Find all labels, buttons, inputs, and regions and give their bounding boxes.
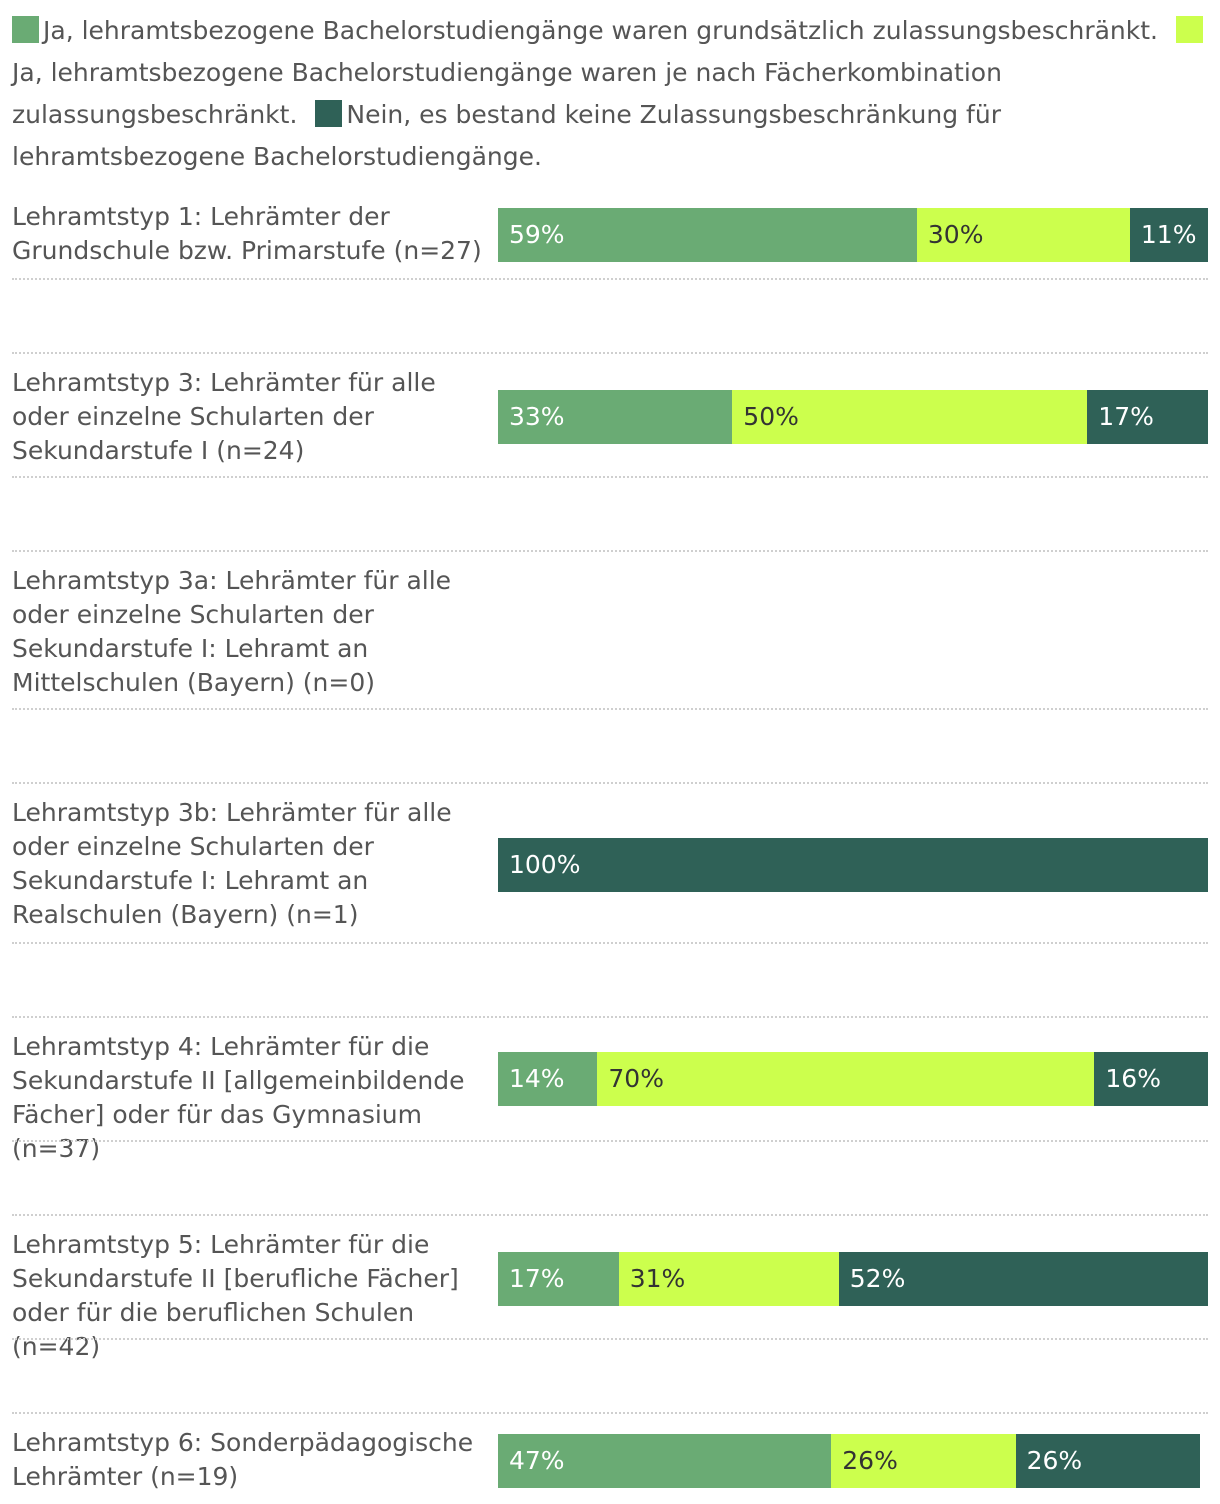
bar-lehramtstyp-3: 33% 50% 17% [498,390,1208,444]
legend-label-grundsaetzlich: Ja, lehramtsbezogene Bachelorstudiengäng… [43,16,1159,45]
legend-swatch-faecherkombination [1176,16,1204,43]
row-divider [12,1214,1208,1216]
bar-segment-faecherkombination[interactable]: 30% [916,208,1130,262]
row-divider [12,1140,1208,1142]
legend-item-grundsaetzlich[interactable]: Ja, lehramtsbezogene Bachelorstudiengäng… [12,16,1158,45]
category-label-lehramtstyp-4: Lehramtstyp 4: Lehrämter für die Sekunda… [12,1032,465,1163]
row-divider [12,782,1208,784]
bar-lehramtstyp-6: 47% 26% 26% [498,1434,1200,1488]
bar-segment-keine-beschraenkung[interactable]: 52% [838,1252,1208,1306]
row-divider [12,352,1208,354]
category-label-lehramtstyp-3a: Lehramtstyp 3a: Lehrämter für alle oder … [12,566,452,697]
legend-swatch-keine-beschraenkung [315,100,343,127]
bar-segment-faecherkombination[interactable]: 50% [732,390,1088,444]
row-divider [12,1338,1208,1340]
bar-lehramtstyp-1: 59% 30% 11% [498,208,1208,262]
bar-segment-grundsaetzlich[interactable]: 47% [498,1434,832,1488]
row-divider [12,942,1208,944]
bar-segment-keine-beschraenkung[interactable]: 26% [1015,1434,1200,1488]
bar-segment-faecherkombination[interactable]: 26% [831,1434,1016,1488]
row-divider [12,278,1208,280]
bar-segment-grundsaetzlich[interactable]: 14% [498,1052,598,1106]
row-divider [12,708,1208,710]
bar-segment-keine-beschraenkung[interactable]: 16% [1094,1052,1208,1106]
legend-swatch-grundsaetzlich [12,16,39,43]
bar-segment-faecherkombination[interactable]: 70% [597,1052,1095,1106]
bar-segment-keine-beschraenkung[interactable]: 100% [498,838,1208,892]
category-label-lehramtstyp-6: Lehramtstyp 6: Sonderpädagogische Lehräm… [12,1428,474,1491]
category-label-lehramtstyp-5: Lehramtstyp 5: Lehrämter für die Sekunda… [12,1230,459,1361]
legend-item-keine-beschraenkung[interactable]: Nein, es bestand keine Zulassungsbeschrä… [12,100,1001,171]
legend-item-faecherkombination[interactable]: Ja, lehramtsbezogene Bachelorstudiengäng… [12,16,1207,129]
bar-segment-faecherkombination[interactable]: 31% [618,1252,839,1306]
category-label-lehramtstyp-3: Lehramtstyp 3: Lehrämter für alle oder e… [12,368,436,465]
bar-segment-grundsaetzlich[interactable]: 59% [498,208,917,262]
bar-lehramtstyp-5: 17% 31% 52% [498,1252,1208,1306]
legend: Ja, lehramtsbezogene Bachelorstudiengäng… [12,10,1208,178]
category-label-lehramtstyp-1: Lehramtstyp 1: Lehrämter der Grundschule… [12,202,482,265]
row-divider [12,1412,1208,1414]
bar-segment-keine-beschraenkung[interactable]: 11% [1129,208,1208,262]
bar-lehramtstyp-4: 14% 70% 16% [498,1052,1208,1106]
row-divider [12,1016,1208,1018]
bar-segment-grundsaetzlich[interactable]: 17% [498,1252,619,1306]
row-divider [12,476,1208,478]
legend-label-keine-beschraenkung: Nein, es bestand keine Zulassungsbeschrä… [12,100,1001,171]
legend-label-faecherkombination: Ja, lehramtsbezogene Bachelorstudiengäng… [12,58,1002,129]
bar-segment-grundsaetzlich[interactable]: 33% [498,390,733,444]
row-divider [12,550,1208,552]
category-label-lehramtstyp-3b: Lehramtstyp 3b: Lehrämter für alle oder … [12,798,452,929]
bar-lehramtstyp-3b: 100% [498,838,1208,892]
bar-segment-keine-beschraenkung[interactable]: 17% [1087,390,1208,444]
